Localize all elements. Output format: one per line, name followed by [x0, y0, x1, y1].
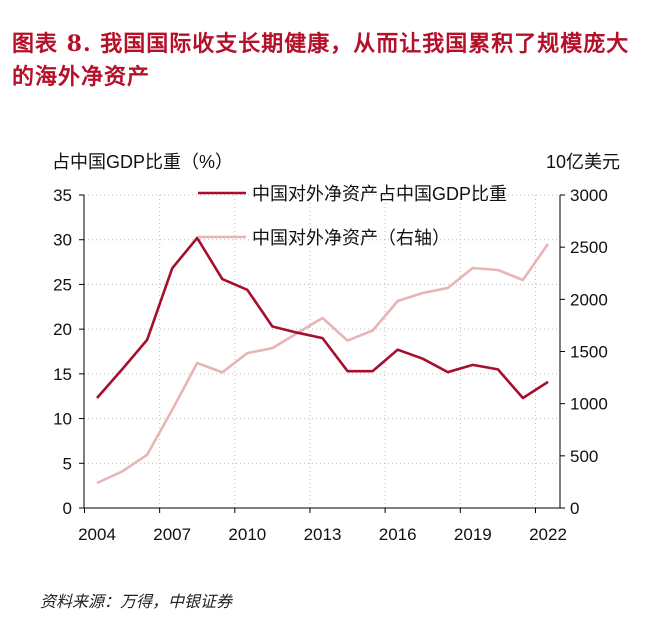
y-tick-label-right: 2500 — [570, 238, 608, 257]
y-tick-label-left: 0 — [63, 499, 72, 518]
y-tick-label-left: 5 — [63, 454, 72, 473]
legend-label: 中国对外净资产（右轴） — [252, 228, 450, 248]
y-tick-label-right: 2000 — [570, 290, 608, 309]
y-tick-label-left: 20 — [53, 320, 72, 339]
x-tick-label: 2016 — [379, 525, 417, 544]
x-tick-label: 2007 — [153, 525, 191, 544]
y-tick-label-left: 25 — [53, 275, 72, 294]
y-tick-label-left: 15 — [53, 365, 72, 384]
y-axis-title-right: 10亿美元 — [546, 152, 620, 172]
y-tick-label-right: 500 — [570, 447, 598, 466]
y-tick-label-left: 10 — [53, 410, 72, 429]
chart-title: 图表 8. 我国国际收支长期健康，从而让我国累积了规模庞大的海外净资产 — [12, 31, 630, 90]
y-tick-label-left: 30 — [53, 231, 72, 250]
x-tick-label: 2004 — [78, 525, 116, 544]
source-note: 资料来源：万得，中银证券 — [40, 592, 233, 611]
y-tick-label-right: 3000 — [570, 186, 608, 205]
y-tick-label-right: 1500 — [570, 343, 608, 362]
y-tick-label-right: 1000 — [570, 395, 608, 414]
y-axis-title-left: 占中国GDP比重（%） — [52, 152, 233, 172]
x-tick-label: 2013 — [304, 525, 342, 544]
series-line-2 — [96, 243, 550, 485]
y-tick-label-left: 35 — [53, 186, 72, 205]
x-tick-label: 2019 — [454, 525, 492, 544]
x-tick-label: 2010 — [228, 525, 266, 544]
y-tick-label-right: 0 — [570, 499, 579, 518]
x-tick-label: 2022 — [529, 525, 567, 544]
legend-label: 中国对外净资产占中国GDP比重 — [252, 184, 507, 204]
